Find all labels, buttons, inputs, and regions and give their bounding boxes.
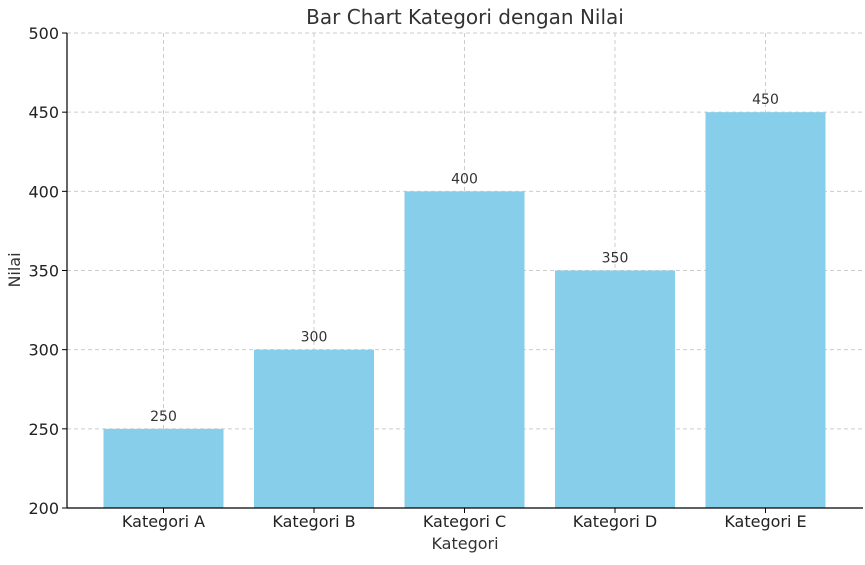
y-tick-label: 350 (28, 262, 59, 281)
data-label: 400 (451, 171, 478, 187)
x-tick-label: Kategori B (272, 512, 355, 531)
y-tick-label: 200 (28, 499, 59, 518)
bar (555, 270, 675, 508)
y-axis-label: Nilai (5, 252, 24, 287)
y-tick-label: 250 (28, 420, 59, 439)
y-tick-label: 500 (28, 24, 59, 43)
x-tick-label: Kategori C (423, 512, 506, 531)
bar (103, 428, 224, 508)
data-labels: 250 300 400 350 450 (150, 92, 779, 425)
x-tick-label: Kategori D (573, 512, 658, 531)
y-tick-label: 450 (28, 103, 59, 122)
bar (404, 191, 525, 509)
x-ticks: Kategori A Kategori B Kategori C Kategori D… (122, 508, 807, 531)
data-label: 250 (150, 409, 177, 425)
y-ticks: 200 250 300 350 400 450 500 (28, 24, 67, 518)
y-tick-label: 300 (28, 341, 59, 360)
x-tick-label: Kategori E (724, 512, 806, 531)
bar (705, 112, 826, 509)
data-label: 450 (752, 92, 779, 108)
bars (103, 112, 826, 509)
data-label: 350 (602, 251, 629, 267)
y-tick-label: 400 (28, 182, 59, 201)
x-tick-label: Kategori A (122, 512, 205, 531)
bar (254, 349, 374, 508)
chart-title: Bar Chart Kategori dengan Nilai (306, 5, 624, 29)
x-axis-label: Kategori (431, 534, 498, 553)
data-label: 300 (301, 330, 328, 346)
